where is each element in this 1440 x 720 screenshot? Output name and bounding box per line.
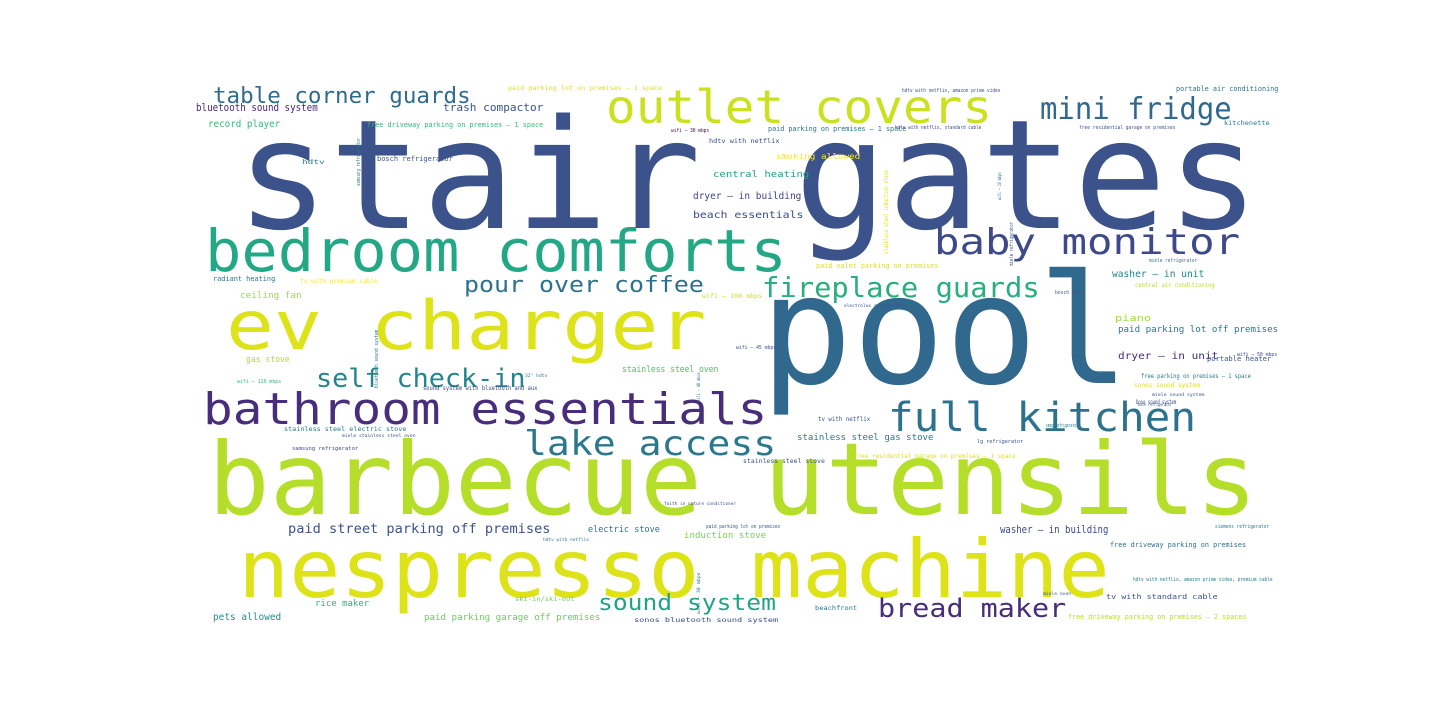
cloud-word-self-check-in: self check-in xyxy=(316,364,526,394)
cloud-word-piano: piano xyxy=(1115,314,1152,324)
cloud-word-smoking-allowed: smoking allowed xyxy=(776,152,861,161)
cloud-word-sonos-sound-system: sonos sound system xyxy=(1134,382,1201,389)
cloud-word-free-driveway-parking-on-premises: free driveway parking on premises xyxy=(1110,541,1247,549)
cloud-word-induction-stove: induction stove xyxy=(684,531,767,541)
cloud-word-table-corner-guards: table corner guards xyxy=(213,84,471,109)
cloud-word-dryer-in-unit: dryer – in unit xyxy=(1118,351,1219,362)
cloud-word-nespresso-machine: nespresso machine xyxy=(238,523,1110,616)
cloud-word-bluetooth-sound-system: bluetooth sound system xyxy=(374,329,380,388)
cloud-word-faith-in-nature-conditioner: faith in nature conditioner xyxy=(664,501,737,506)
cloud-word-pets-allowed: pets allowed xyxy=(213,612,282,623)
cloud-word-portable-air-conditioning: portable air conditioning xyxy=(1176,85,1279,93)
cloud-word-smeg-refrigerator: smeg refrigerator xyxy=(1046,423,1079,429)
cloud-word-bedroom-comforts: bedroom comforts xyxy=(205,217,787,285)
cloud-word-wifi-30-mbps: wifi – 30 mbps xyxy=(671,128,710,134)
cloud-word-sonos-bluetooth-sound-system: sonos bluetooth sound system xyxy=(634,617,779,624)
cloud-word-outlet-covers: outlet covers xyxy=(606,80,993,134)
cloud-word-stainless-steel-induction-stove: stainless steel induction stove xyxy=(883,170,890,254)
cloud-word-electric-stove: electric stove xyxy=(588,525,660,535)
cloud-word-sound-system: sound system xyxy=(598,591,776,616)
cloud-word-bread-maker: bread maker xyxy=(878,594,1067,624)
cloud-word-bosch-refrigerator: bosch refrigerator xyxy=(377,155,453,163)
cloud-word-record-player: record player xyxy=(208,119,281,130)
cloud-word-paid-parking-lot-off-premises: paid parking lot off premises xyxy=(1118,325,1279,335)
cloud-word-sound-system-with-bluetooth-and-aux: sound system with bluetooth and aux xyxy=(423,385,538,392)
cloud-word-bosch-oven: bosch oven xyxy=(1055,290,1084,296)
cloud-word-kitchenette: kitchenette xyxy=(1224,120,1270,127)
cloud-word-hdtv-with-netflix-standard-cable: hdtv with netflix, standard cable xyxy=(895,125,982,131)
cloud-word-bluetooth-sound-system: bluetooth sound system xyxy=(196,101,318,114)
cloud-word-miele-refrigerator: miele refrigerator xyxy=(1149,258,1198,264)
cloud-word-hdtv-with-netflix-amazon-prime-video: hdtv with netflix, amazon prime video xyxy=(902,88,1001,94)
cloud-word-central-air-conditioning: central air conditioning xyxy=(1135,282,1215,289)
cloud-word-lg-refrigerator: lg refrigerator xyxy=(977,439,1024,445)
cloud-word-paid-parking-on-premises-1-space: paid parking on premises – 1 space xyxy=(768,125,907,133)
cloud-word-baby-monitor: baby monitor xyxy=(934,222,1241,263)
cloud-word-hdtv: hdtv xyxy=(302,159,325,166)
cloud-word-ski-in-ski-out: ski-in/ski-out xyxy=(515,596,575,603)
cloud-word-wifi-50-mbps: wifi – 50 mbps xyxy=(1237,352,1278,358)
cloud-word-tv-with-premium-cable: tv with premium cable xyxy=(300,278,378,285)
cloud-word-central-heating: central heating xyxy=(713,170,810,180)
cloud-word-miele-refrigerator: miele refrigerator xyxy=(1009,221,1015,266)
cloud-word-bathroom-essentials: bathroom essentials xyxy=(203,384,768,435)
cloud-word-free-parking-on-premises-1-space: free parking on premises – 1 space xyxy=(1141,373,1251,380)
cloud-word-paid-parking-lot-on-premises: paid parking lot on premises xyxy=(706,524,781,530)
cloud-word-paid-valet-parking-on-premises: paid valet parking on premises xyxy=(816,262,939,270)
cloud-word-free-residential-garage-on-premises: free residential garage on premises xyxy=(1079,125,1176,131)
cloud-word-tv-with-netflix: tv with netflix xyxy=(818,416,871,423)
cloud-word-bose-refrigerator: bose refrigerator xyxy=(1138,402,1172,407)
cloud-word-radiant-heating: radiant heating xyxy=(213,275,276,283)
cloud-word-stair-gates: stair gates xyxy=(236,87,1260,264)
cloud-word-rice-maker: rice maker xyxy=(315,599,370,609)
cloud-word-gas-stove: gas stove xyxy=(246,355,290,365)
cloud-word-stainless-steel-oven: stainless steel oven xyxy=(622,365,719,375)
cloud-word-siemens-refrigerator: siemens refrigerator xyxy=(1215,524,1270,530)
cloud-word-tv-with-standard-cable: tv with standard cable xyxy=(1106,593,1218,601)
cloud-word-samsung-refrigerator: samsung refrigerator xyxy=(356,137,362,186)
cloud-word-bose-sound-system: bose sound system xyxy=(1136,399,1177,406)
cloud-word-ev-charger: ev charger xyxy=(226,287,707,366)
cloud-word-free-driveway-parking-on-premises-2-spaces: free driveway parking on premises – 2 sp… xyxy=(1068,613,1247,621)
cloud-word-full-kitchen: full kitchen xyxy=(888,395,1196,441)
cloud-word-hdtv-with-netflix: hdtv with netflix xyxy=(709,138,780,145)
cloud-word-hdtv-with-netflix: hdtv with netflix xyxy=(543,537,589,542)
cloud-word-ceiling-fan: ceiling fan xyxy=(240,291,302,301)
cloud-word-paid-parking-lot-on-premises-1-space: paid parking lot on premises – 1 space xyxy=(508,85,663,92)
cloud-word-free-driveway-parking-on-premises-1-space: free driveway parking on premises – 1 sp… xyxy=(367,121,544,129)
cloud-word-pool: pool xyxy=(760,242,1131,419)
cloud-word-wifi-20-mbps: wifi – 20 mbps xyxy=(997,172,1002,200)
cloud-word-stainless-steel-gas-stove: stainless steel gas stove xyxy=(797,433,934,443)
cloud-word-hdtv-with-netflix-amazon-prime-video-premium-cable: hdtv with netflix, amazon prime video, p… xyxy=(1133,577,1273,583)
cloud-word-pour-over-coffee: pour over coffee xyxy=(464,273,704,298)
cloud-word-lake-access: lake access xyxy=(524,424,777,464)
cloud-word-wifi-110-mbps: wifi – 110 mbps xyxy=(237,379,282,385)
cloud-word-trash-compactor: trash compactor xyxy=(443,101,544,114)
cloud-word-32-hdtv: 32" hdtv xyxy=(525,373,548,378)
cloud-word-washer-in-unit: washer – in unit xyxy=(1112,269,1205,280)
cloud-word-paid-street-parking-off-premises: paid street parking off premises xyxy=(288,522,551,537)
cloud-word-miele-oven: miele oven xyxy=(1043,591,1072,596)
cloud-word-washer-in-building: washer – in building xyxy=(1000,523,1109,536)
cloud-word-beachfront: beachfront xyxy=(815,605,858,612)
cloud-word-beach-essentials: beach essentials xyxy=(693,210,804,221)
cloud-word-wifi-45-mbps: wifi – 45 mbps xyxy=(736,345,777,351)
cloud-word-mini-fridge: mini fridge xyxy=(1040,92,1232,127)
cloud-word-paid-parking-garage-off-premises: paid parking garage off premises xyxy=(424,613,601,623)
cloud-word-free-residential-garage-on-premises-1-space: free residential garage on premises – 1 … xyxy=(854,453,1016,460)
cloud-word-miele-stainless-steel-oven: miele stainless steel oven xyxy=(342,433,416,438)
cloud-word-fireplace-guards: fireplace guards xyxy=(762,271,1040,304)
cloud-word-electrolux-refrigerator: electrolux refrigerator xyxy=(844,303,907,308)
cloud-word-wifi-100-mbps: wifi – 100 mbps xyxy=(702,293,763,300)
cloud-word-portable-heater: portable heater xyxy=(1207,355,1272,363)
cloud-word-wifi-30-mbps: wifi – 30 mbps xyxy=(696,572,701,614)
cloud-word-dryer-in-building: dryer – in building xyxy=(693,191,802,202)
cloud-word-barbecue-utensils: barbecue utensils xyxy=(208,421,1258,538)
cloud-word-samsung-refrigerator: samsung refrigerator xyxy=(292,446,359,452)
cloud-word-stainless-steel-electric-stove: stainless steel electric stove xyxy=(284,426,407,433)
cloud-word-miele-sound-system: miele sound system xyxy=(1152,392,1205,397)
cloud-word-stainless-steel-stove: stainless steel stove xyxy=(743,458,825,465)
cloud-word-wifi-40-mbps: wifi – 40 mbps xyxy=(696,372,701,402)
